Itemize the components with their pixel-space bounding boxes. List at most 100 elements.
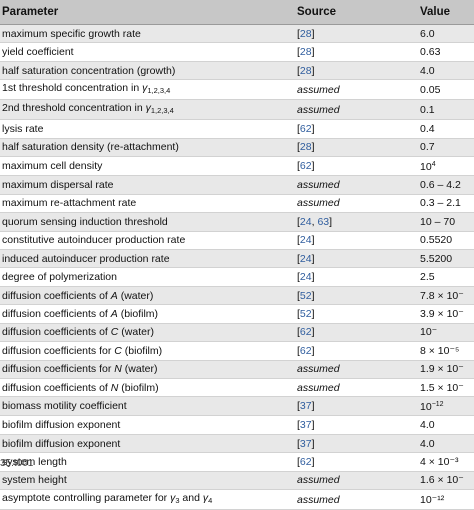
reference-link[interactable]: 62 [299,123,312,136]
reference-link[interactable]: 63 [317,215,330,228]
table-row: biofilm diffusion exponent [37] 4.0 [0,415,474,435]
parameter-cell: maximum re-attachment rate [0,194,294,214]
value-cell: 10⁻¹² [414,489,474,510]
reference-link[interactable]: 37 [299,400,312,413]
reference-link[interactable]: 37 [299,419,312,432]
reference-link[interactable]: 24 [299,252,312,265]
source-cell: [24] [294,231,414,250]
parameter-text: biofilm diffusion exponent [2,437,121,450]
value-cell: 4.0 [414,434,474,454]
table-row: maximum specific growth rate [28] 6.0 [0,24,474,44]
parameter-text: constitutive autoinducer production rate [2,234,186,247]
value-cell: 0.6 – 4.2 [414,175,474,195]
value-cell: 8 × 10⁻⁵ [414,341,474,361]
reference-link[interactable]: 62 [299,326,312,339]
table-row: half saturation concentration (growth) [2… [0,61,474,81]
table-row: constitutive autoinducer production rate… [0,231,474,250]
source-cell: [37] [294,396,414,417]
value-cell: 10 – 70 [414,212,474,232]
value-cell: 0.5520 [414,231,474,250]
reference-link[interactable]: 62 [299,456,312,469]
table-row: diffusion coefficients for N (water) assu… [0,360,474,380]
parameter-cell: system height [0,471,294,491]
parameter-symbol: C [110,326,119,339]
source-assumed: assumed [297,474,340,487]
parameter-text: biomass motility coefficient [2,400,127,413]
reference-link[interactable]: 24 [299,234,312,247]
parameter-cell: diffusion coefficients of A (water) [0,286,294,306]
value-cell: 4 × 10⁻³ [414,452,474,472]
parameter-suffix: (water) [117,289,154,302]
parameter-cell: 2nd threshold concentration in γ1,2,3,4 [0,99,294,121]
table-row: induced autoinducer production rate [24] 5… [0,249,474,269]
table-row: maximum re-attachment rate assumed 0.3 – 2… [0,194,474,214]
reference-link[interactable]: 62 [299,160,312,173]
reference-link[interactable]: 28 [299,46,312,59]
value-text: 0.63 [420,46,441,59]
parameter-text: maximum cell density [2,160,103,173]
parameter-symbol-2-subscript: 4 [208,496,213,506]
value-cell: 0.63 [414,42,474,62]
reference-link[interactable]: 24 [299,271,312,284]
table-row: system length [62] 4 × 10⁻³ [0,452,474,472]
table-row: biomass motility coefficient [37] 10−12 [0,396,474,417]
source-cell: [37] [294,434,414,454]
parameter-cell: half saturation density (re-attachment) [0,138,294,158]
value-text: 4.0 [420,437,435,450]
parameter-symbol: A [110,289,118,302]
parameter-cell: maximum dispersal rate [0,175,294,195]
table-row: diffusion coefficients of A (biofilm) [52… [0,304,474,324]
reference-link[interactable]: 37 [299,437,312,450]
reference-link[interactable]: 62 [299,344,312,357]
value-cell: 104 [414,156,474,177]
reference-link[interactable]: 28 [299,27,312,40]
source-cell: assumed [294,360,414,380]
value-superscript: 4 [431,161,436,169]
source-cell: [24] [294,249,414,269]
table-row: 2nd threshold concentration in γ1,2,3,4 a… [0,99,474,121]
table-row: biofilm diffusion exponent [37] 4.0 [0,434,474,454]
table-row: lysis rate [62] 0.4 [0,119,474,139]
value-cell: 1.9 × 10⁻ [414,360,474,380]
parameter-suffix: (biofilm) [118,381,159,394]
reference-link[interactable]: 24 [299,215,312,228]
value-cell: 0.7 [414,138,474,158]
reference-link[interactable]: 52 [299,289,312,302]
value-text: 1.5 × 10⁻ [420,381,464,394]
parameter-cell: diffusion coefficients of C (water) [0,323,294,343]
source-cell: [28] [294,61,414,81]
reference-link[interactable]: 52 [299,307,312,320]
value-text: 0.7 [420,141,435,154]
parameter-cell: 1st threshold concentration in γ1,2,3,4 [0,79,294,101]
source-cell: [62] [294,341,414,361]
value-text: 5.5200 [420,252,453,265]
parameter-text: degree of polymerization [2,271,117,284]
table-row: diffusion coefficients of C (water) [62] 1… [0,323,474,343]
parameter-cell: induced autoinducer production rate [0,249,294,269]
parameter-text: quorum sensing induction threshold [2,215,168,228]
table-header-row: Parameter Source Value [0,0,474,25]
parameter-cell: quorum sensing induction threshold [0,212,294,232]
value-cell: 5.5200 [414,249,474,269]
table-row: quorum sensing induction threshold [24, 6… [0,212,474,232]
value-text: 0.05 [420,83,441,96]
value-text: 4 × 10⁻³ [420,456,459,469]
parameter-text: diffusion coefficients of [2,381,111,394]
reference-link[interactable]: 28 [299,141,312,154]
table-row: diffusion coefficients of A (water) [52] 7… [0,286,474,306]
value-cell: 0.4 [414,119,474,139]
value-text: 7.8 × 10⁻ [420,289,464,302]
reference-link[interactable]: 28 [299,64,312,77]
parameter-text: diffusion coefficients for [2,363,115,376]
value-text: 4.0 [420,64,435,77]
parameter-text-mid: and [179,492,203,505]
value-text: 0.3 – 2.1 [420,197,461,210]
parameter-cell: biofilm diffusion exponent [0,434,294,454]
table-row: 1st threshold concentration in γ1,2,3,4 a… [0,79,474,101]
value-cell: 10−12 [414,396,474,417]
parameter-cell: maximum specific growth rate [0,24,294,44]
source-assumed: assumed [297,103,340,116]
table-row: system height assumed 1.6 × 10⁻ [0,471,474,491]
parameter-cell: diffusion coefficients for N (water) [0,360,294,380]
